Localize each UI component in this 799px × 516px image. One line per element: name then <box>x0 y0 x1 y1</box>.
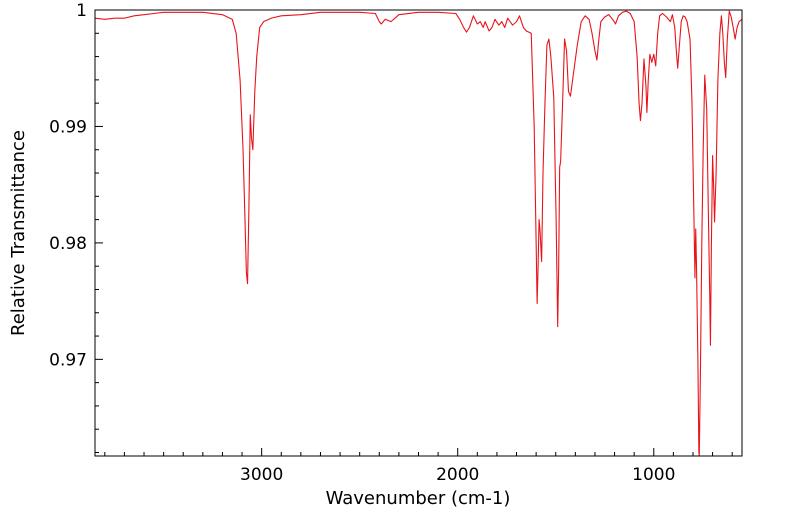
y-tick-label: 0.98 <box>49 234 87 254</box>
y-axis-label: Relative Transmittance <box>8 130 29 336</box>
y-tick-labels: 1 0.99 0.98 0.97 <box>49 1 87 370</box>
x-tick-label: 2000 <box>436 465 479 485</box>
x-tick-label: 1000 <box>632 465 675 485</box>
x-tick-labels: 3000 2000 1000 <box>240 465 675 485</box>
x-tick-label: 3000 <box>240 465 283 485</box>
series-layer <box>95 10 742 456</box>
y-tick-label: 0.97 <box>49 350 87 370</box>
y-tick-label: 0.99 <box>49 117 87 137</box>
plot-frame <box>94 9 743 457</box>
y-tick-label: 1 <box>76 1 87 21</box>
spectrum-line <box>95 10 742 456</box>
plot-area <box>95 10 742 456</box>
x-axis-label: Wavenumber (cm-1) <box>326 488 511 509</box>
minor-ticks <box>95 32 733 456</box>
